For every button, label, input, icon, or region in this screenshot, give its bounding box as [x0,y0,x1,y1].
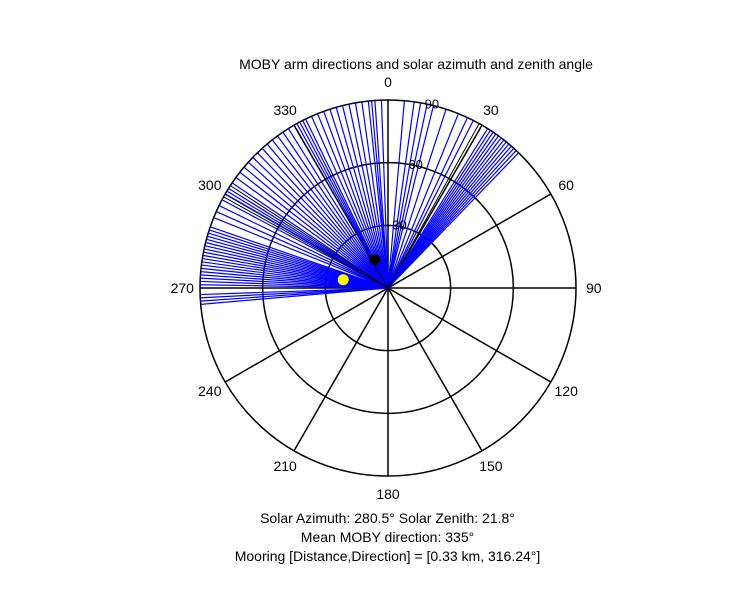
arm-line-black [223,196,389,289]
arm-line [216,210,389,289]
angle-tick-330: 330 [273,102,297,118]
arm-line [387,117,468,289]
arm-line [252,156,389,289]
arm-line [374,100,389,289]
arm-line [277,135,389,289]
angle-tick-0: 0 [384,74,392,90]
arm-line [348,103,389,289]
moby-arm-lines [200,100,520,305]
angle-tick-30: 30 [483,102,499,118]
arm-line [354,102,389,289]
arm-line [261,147,389,289]
radius-tick-30: 30 [392,217,406,232]
arm-line [243,166,389,289]
arm-line [387,101,415,289]
arm-line [239,171,389,289]
angle-tick-labels: 0 30 60 90 120 150 180 210 240 270 300 330 [171,74,602,502]
arm-line [213,217,389,289]
angle-tick-90: 90 [586,280,602,296]
arm-line-black [387,123,480,289]
arm-line [387,113,459,289]
radius-tick-60: 60 [408,157,422,172]
arm-line [341,105,389,289]
angle-tick-150: 150 [479,458,503,474]
arm-line [387,103,428,289]
caption-line-3: Mooring [Distance,Direction] = [0.33 km,… [234,548,541,564]
arm-line [387,152,520,289]
arm-line [200,287,389,305]
mean-direction-marker [369,254,381,266]
arm-line [266,143,389,289]
arm-line [387,100,405,289]
arm-line [271,139,389,289]
arm-line [221,199,389,289]
arm-line-black [230,185,389,289]
angle-tick-120: 120 [555,383,579,399]
arm-line [235,177,389,289]
arm-line [210,226,389,289]
arm-line [231,182,389,289]
radius-tick-labels: 30 60 90 [392,96,439,232]
sun-position-marker [337,274,349,286]
arm-line [387,102,422,289]
angle-tick-210: 210 [273,458,297,474]
arm-line [380,100,389,289]
angle-tick-60: 60 [558,177,574,193]
angle-tick-270: 270 [171,280,195,296]
arm-line [387,105,435,289]
arm-line [256,152,389,289]
markers [337,254,381,286]
radius-tick-90: 90 [425,96,439,111]
arm-line [228,187,389,289]
chart-title: MOBY arm directions and solar azimuth an… [239,56,593,72]
angle-tick-240: 240 [198,383,222,399]
arm-line [387,109,447,289]
arm-line [387,120,474,289]
caption-line-2: Mean MOBY direction: 335° [300,529,475,545]
angle-tick-300: 300 [198,177,222,193]
arm-line [218,205,389,289]
angle-tick-180: 180 [376,486,400,502]
caption-line-1: Solar Azimuth: 280.5° Solar Zenith: 21.8… [260,510,515,526]
arm-line [247,161,389,289]
arm-line [361,101,389,289]
